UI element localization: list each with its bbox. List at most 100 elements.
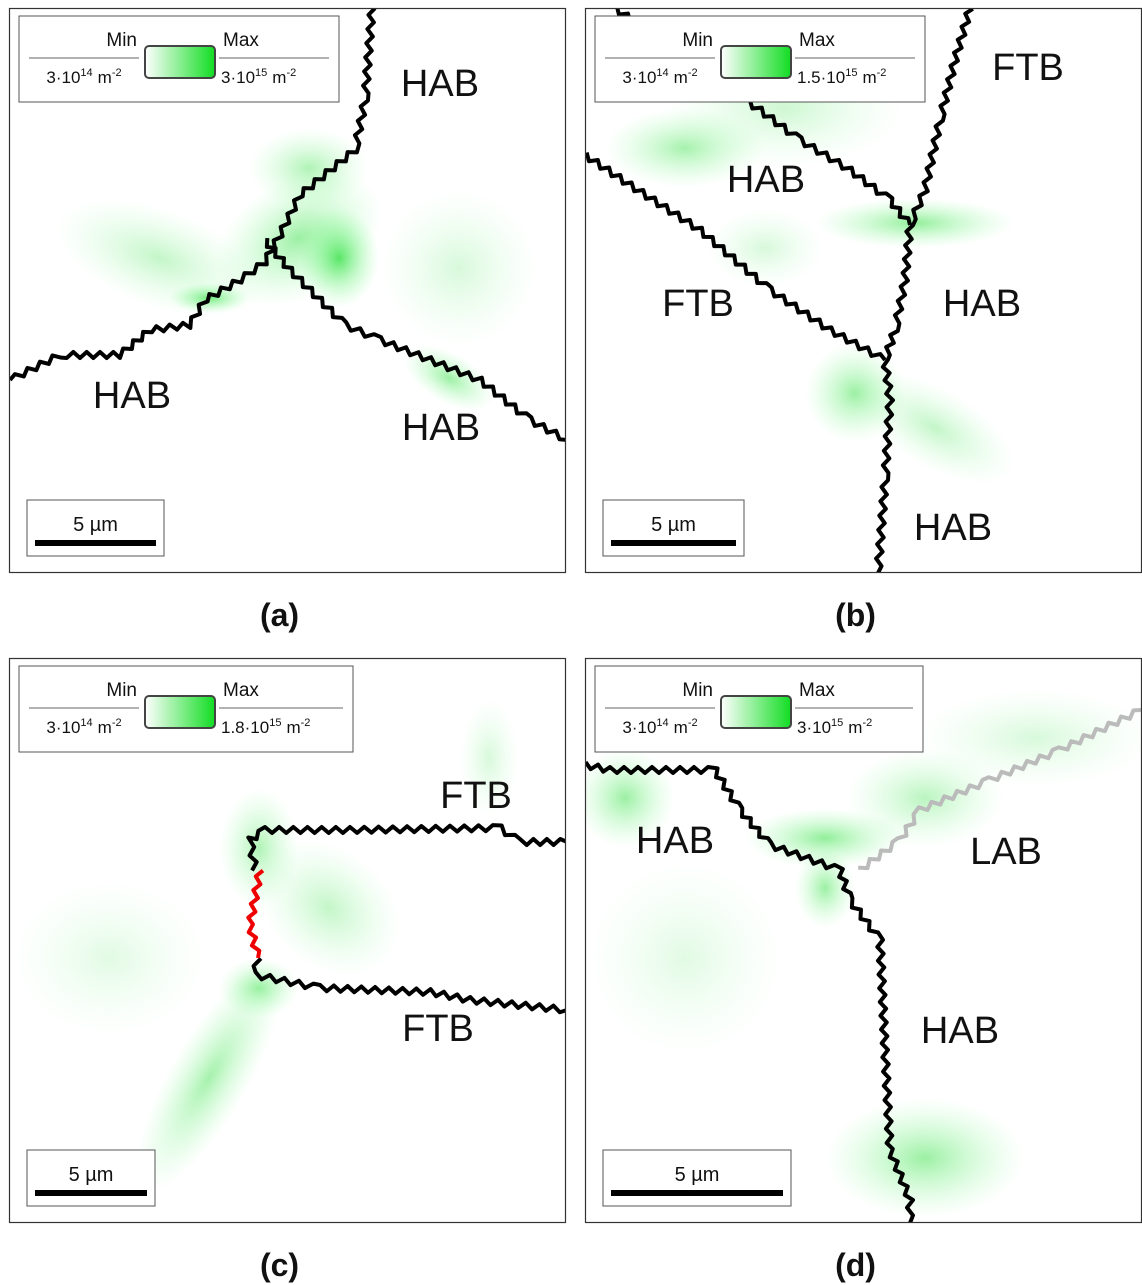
boundary-label: FTB	[440, 775, 512, 817]
density-region	[135, 963, 283, 1193]
value-exponent: 15	[845, 67, 857, 79]
legend-value: 3·1015 m-2	[797, 717, 872, 737]
boundary-label: HAB	[401, 63, 479, 105]
density-region	[825, 1098, 1025, 1218]
scale-bar	[35, 540, 156, 546]
value-unit: m	[862, 68, 876, 87]
scale-bar	[611, 1190, 783, 1196]
boundary-label: FTB	[662, 283, 734, 325]
density-region	[249, 128, 369, 208]
density-region	[459, 698, 519, 818]
density-region	[299, 208, 379, 308]
boundary-label: HAB	[727, 159, 805, 201]
legend-value: 1.5·1015 m-2	[797, 67, 886, 87]
legend-min-label: Min	[106, 680, 137, 701]
map	[585, 688, 1142, 1223]
grain-boundary	[858, 708, 1142, 871]
panel-frame	[8, 7, 567, 574]
value-base: 3·10	[46, 718, 80, 737]
scale-bar-label: 5 µm	[69, 1164, 114, 1186]
value-exponent: 15	[255, 67, 267, 79]
scale-bar-box	[26, 1149, 156, 1207]
legend-value: 3·1014 m-2	[46, 67, 121, 87]
value-unit: m	[286, 718, 300, 737]
boundary-label: HAB	[93, 375, 171, 417]
density-region	[585, 858, 785, 1058]
value-base: 3·10	[622, 718, 656, 737]
density-region	[379, 188, 539, 348]
value-unit-exponent: -2	[688, 717, 698, 729]
grain-boundary	[585, 760, 915, 1223]
value-base: 3·10	[797, 718, 831, 737]
grain-boundary	[246, 868, 265, 959]
density-region	[9, 878, 209, 1038]
value-unit: m	[272, 68, 286, 87]
grain-boundary	[9, 8, 377, 382]
boundary-label: HAB	[402, 407, 480, 449]
legend-gradient	[144, 45, 216, 79]
value-unit: m	[98, 68, 112, 87]
value-exponent: 14	[80, 67, 92, 79]
boundary-label: FTB	[992, 47, 1064, 89]
value-base: 3·10	[221, 68, 255, 87]
value-base: 1.5·10	[797, 68, 845, 87]
boundary-label: LAB	[970, 831, 1042, 873]
legend-max-label: Max	[223, 30, 259, 51]
legend-max-label: Max	[799, 680, 835, 701]
legend-value: 3·1015 m-2	[221, 67, 296, 87]
legend-gradient	[720, 45, 792, 79]
scale-bar-label: 5 µm	[73, 514, 118, 536]
value-unit: m	[98, 718, 112, 737]
value-unit-exponent: -2	[286, 67, 296, 79]
legend-value: 1.8·1015 m-2	[221, 717, 310, 737]
panel-caption: (b)	[835, 597, 876, 633]
value-unit: m	[674, 68, 688, 87]
density-region	[915, 688, 1142, 788]
value-base: 1.8·10	[221, 718, 269, 737]
value-exponent: 15	[831, 717, 843, 729]
value-unit-exponent: -2	[112, 67, 122, 79]
legend-value: 3·1014 m-2	[46, 717, 121, 737]
grain-boundary	[246, 823, 566, 872]
grain-boundary	[585, 151, 887, 362]
legend-min-label: Min	[106, 30, 137, 51]
value-base: 3·10	[622, 68, 656, 87]
legend-gradient	[144, 695, 216, 729]
legend-value: 3·1014 m-2	[622, 67, 697, 87]
map	[9, 698, 566, 1193]
value-exponent: 14	[656, 717, 668, 729]
boundary-label: FTB	[402, 1008, 474, 1050]
density-region	[54, 197, 264, 319]
grain-boundary	[251, 957, 566, 1015]
value-unit-exponent: -2	[112, 717, 122, 729]
legend-gradient	[720, 695, 792, 729]
value-unit-exponent: -2	[862, 717, 872, 729]
value-exponent: 14	[80, 717, 92, 729]
boundary-label: HAB	[914, 507, 992, 549]
density-region	[585, 748, 675, 848]
density-region	[705, 208, 825, 288]
legend-max-label: Max	[223, 680, 259, 701]
value-unit-exponent: -2	[877, 67, 887, 79]
panel-caption: (d)	[835, 1247, 876, 1283]
value-unit-exponent: -2	[688, 67, 698, 79]
boundary-label: HAB	[636, 820, 714, 862]
value-unit: m	[674, 718, 688, 737]
scale-bar	[611, 540, 736, 546]
density-region	[256, 839, 402, 977]
scale-bar-box	[602, 499, 745, 557]
value-unit-exponent: -2	[301, 717, 311, 729]
scale-bar	[35, 1190, 147, 1196]
panel-caption: (a)	[260, 597, 299, 633]
legend-min-label: Min	[682, 680, 713, 701]
scale-bar-box	[602, 1149, 792, 1207]
scale-bar-box	[26, 499, 165, 557]
